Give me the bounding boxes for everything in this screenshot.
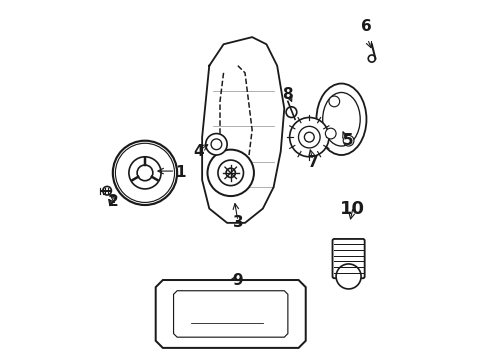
- Text: 3: 3: [233, 215, 243, 230]
- Ellipse shape: [317, 84, 367, 155]
- Circle shape: [206, 134, 227, 155]
- Text: 8: 8: [283, 87, 293, 102]
- Circle shape: [336, 264, 361, 289]
- Circle shape: [329, 96, 340, 107]
- Circle shape: [286, 107, 297, 117]
- Text: 4: 4: [193, 144, 204, 159]
- Text: 7: 7: [308, 155, 318, 170]
- Text: 6: 6: [361, 19, 372, 34]
- Circle shape: [343, 135, 354, 146]
- Text: 9: 9: [233, 273, 243, 288]
- Circle shape: [207, 150, 254, 196]
- Text: 1: 1: [175, 165, 186, 180]
- Circle shape: [290, 117, 329, 157]
- FancyBboxPatch shape: [333, 239, 365, 278]
- Text: 5: 5: [343, 133, 354, 148]
- Text: 10: 10: [340, 199, 365, 217]
- Text: 2: 2: [107, 194, 118, 209]
- Polygon shape: [156, 280, 306, 348]
- Circle shape: [325, 128, 336, 139]
